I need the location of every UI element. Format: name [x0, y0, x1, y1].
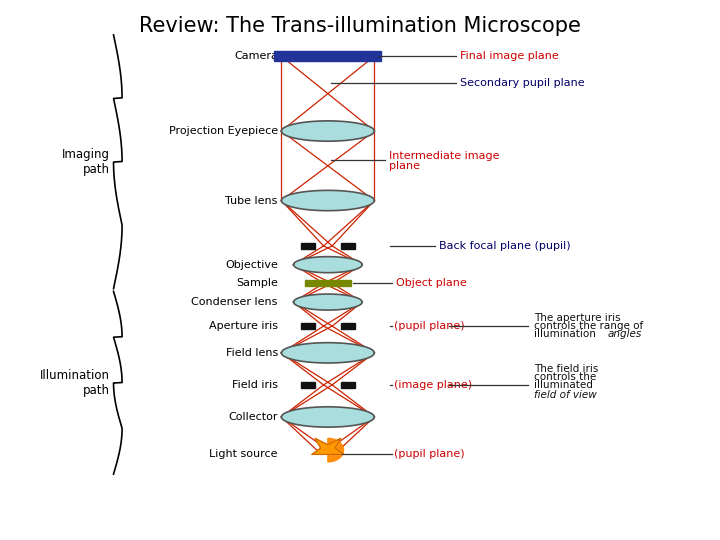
Text: Back focal plane (pupil): Back focal plane (pupil): [438, 241, 570, 251]
Text: Sample: Sample: [236, 278, 278, 288]
Text: Intermediate image: Intermediate image: [389, 151, 499, 161]
Polygon shape: [328, 438, 343, 462]
Text: (image plane): (image plane): [395, 380, 472, 390]
Bar: [341, 382, 355, 388]
Bar: [341, 243, 355, 249]
Text: Final image plane: Final image plane: [460, 51, 559, 61]
Polygon shape: [294, 294, 362, 310]
Text: (pupil plane): (pupil plane): [395, 321, 465, 331]
Text: Field lens: Field lens: [225, 348, 278, 358]
Text: Secondary pupil plane: Secondary pupil plane: [460, 78, 585, 88]
Text: Field iris: Field iris: [232, 380, 278, 390]
Text: Collector: Collector: [228, 412, 278, 422]
Text: Camera: Camera: [234, 51, 278, 61]
Text: Imaging
path: Imaging path: [62, 148, 110, 176]
Text: illumination: illumination: [534, 329, 599, 339]
Text: Object plane: Object plane: [396, 278, 467, 288]
Polygon shape: [282, 343, 374, 363]
Text: (pupil plane): (pupil plane): [395, 449, 465, 460]
Bar: [341, 323, 355, 329]
Text: controls the: controls the: [534, 372, 596, 382]
Text: angles: angles: [607, 329, 642, 339]
Polygon shape: [282, 121, 374, 141]
Bar: [305, 280, 351, 286]
Polygon shape: [282, 191, 374, 211]
Text: The field iris: The field iris: [534, 364, 598, 374]
Text: Condenser lens: Condenser lens: [192, 297, 278, 307]
Bar: [301, 243, 315, 249]
Bar: [301, 323, 315, 329]
Polygon shape: [282, 407, 374, 427]
Text: illuminated: illuminated: [534, 380, 593, 390]
Text: plane: plane: [389, 161, 420, 171]
Text: Projection Eyepiece: Projection Eyepiece: [168, 126, 278, 136]
Text: The aperture iris: The aperture iris: [534, 313, 620, 323]
Polygon shape: [294, 256, 362, 273]
Text: Light source: Light source: [210, 449, 278, 460]
Text: Illumination
path: Illumination path: [40, 369, 110, 397]
Polygon shape: [312, 438, 343, 454]
Text: Tube lens: Tube lens: [225, 195, 278, 206]
Text: controls the range of: controls the range of: [534, 321, 643, 331]
Text: Aperture iris: Aperture iris: [209, 321, 278, 331]
Text: field of view: field of view: [534, 389, 596, 400]
Text: Review: The Trans-illumination Microscope: Review: The Trans-illumination Microscop…: [139, 16, 581, 36]
Bar: [274, 51, 382, 61]
Bar: [301, 382, 315, 388]
Text: Objective: Objective: [225, 260, 278, 269]
